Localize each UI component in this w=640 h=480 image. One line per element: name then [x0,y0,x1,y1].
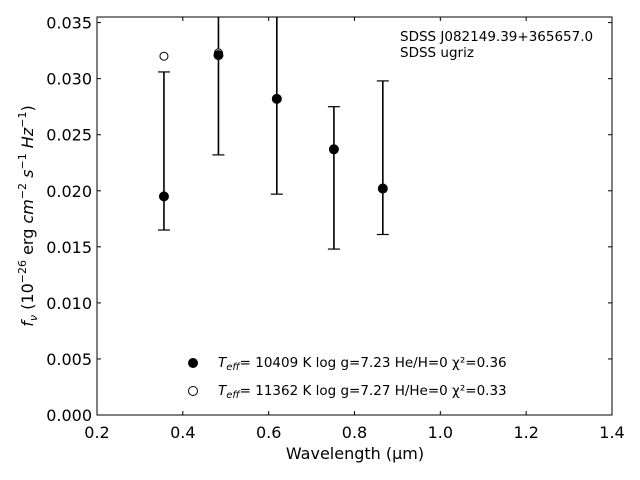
x-axis-ticks: 0.2 0.4 0.6 0.8 1.0 1.2 1.4 [84,17,625,442]
y-tick-label: 0.025 [46,126,92,145]
observed-point [213,50,224,61]
x-axis-label: Wavelength (μm) [286,444,424,463]
legend-marker-filled [188,358,198,368]
legend: Teff= 10409 K log g=7.23 He/H=0 χ²=0.36 … [188,355,507,401]
x-tick-label: 0.4 [170,423,195,442]
y-tick-label: 0.010 [46,294,92,313]
annotation-filter-set: SDSS ugriz [400,45,474,61]
x-tick-label: 1.0 [428,423,453,442]
y-tick-label: 0.020 [46,182,92,201]
observed-point [377,183,388,194]
legend-entry-2: Teff= 11362 K log g=7.27 H/He=0 χ²=0.33 [218,383,507,401]
data-points [158,48,388,202]
x-tick-label: 1.4 [599,423,624,442]
observed-point [328,144,339,155]
y-tick-label: 0.015 [46,238,92,257]
observed-point [271,93,282,104]
model-point-open [159,51,169,61]
legend-marker-open [188,386,198,396]
legend-entry-1: Teff= 10409 K log g=7.23 He/H=0 χ²=0.36 [218,355,507,373]
y-axis-label: fν (10−26 erg cm−2 s−1 Hz−1) [16,105,40,326]
y-tick-label: 0.000 [46,406,92,425]
y-tick-label: 0.005 [46,350,92,369]
y-tick-label: 0.035 [46,14,92,33]
y-axis-ticks: 0.000 0.005 0.010 0.015 0.020 0.025 0.030 0.035 [46,14,612,425]
x-tick-label: 1.2 [513,423,538,442]
plot-area [96,16,613,416]
observed-point [158,191,169,202]
x-tick-label: 0.6 [256,423,281,442]
x-tick-label: 0.2 [84,423,109,442]
x-tick-label: 0.8 [342,423,367,442]
error-bars [157,17,389,250]
y-tick-label: 0.030 [46,70,92,89]
annotation-object-name: SDSS J082149.39+365657.0 [400,29,593,45]
